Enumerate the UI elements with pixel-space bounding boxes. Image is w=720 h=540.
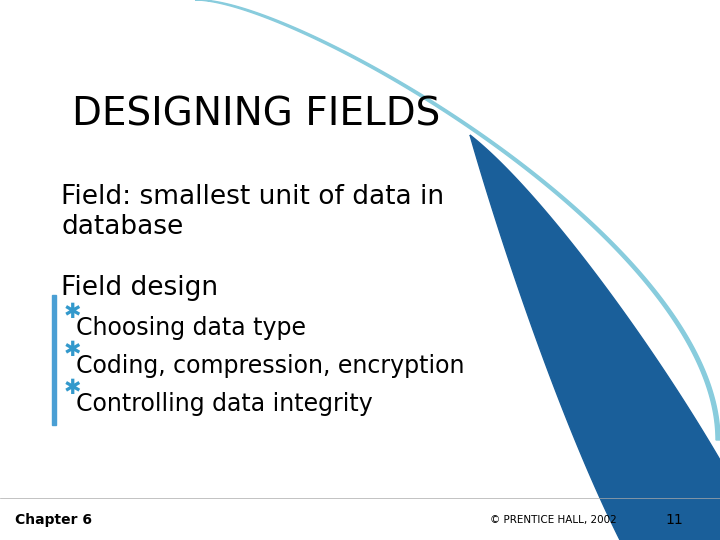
- Text: Field: smallest unit of data in
database: Field: smallest unit of data in database: [61, 184, 444, 240]
- Text: Chapter 6: Chapter 6: [15, 513, 92, 527]
- Polygon shape: [195, 0, 720, 440]
- Text: ✱: ✱: [63, 340, 81, 360]
- Text: DESIGNING FIELDS: DESIGNING FIELDS: [72, 96, 440, 134]
- Text: ✱: ✱: [63, 302, 81, 322]
- Text: Controlling data integrity: Controlling data integrity: [76, 392, 372, 415]
- Polygon shape: [470, 135, 720, 540]
- Bar: [52, 295, 56, 425]
- Text: © PRENTICE HALL, 2002: © PRENTICE HALL, 2002: [490, 515, 617, 525]
- Text: Coding, compression, encryption: Coding, compression, encryption: [76, 354, 464, 377]
- Text: Field design: Field design: [61, 275, 218, 301]
- Text: Choosing data type: Choosing data type: [76, 316, 305, 340]
- Text: 11: 11: [665, 513, 683, 527]
- Text: ✱: ✱: [63, 377, 81, 398]
